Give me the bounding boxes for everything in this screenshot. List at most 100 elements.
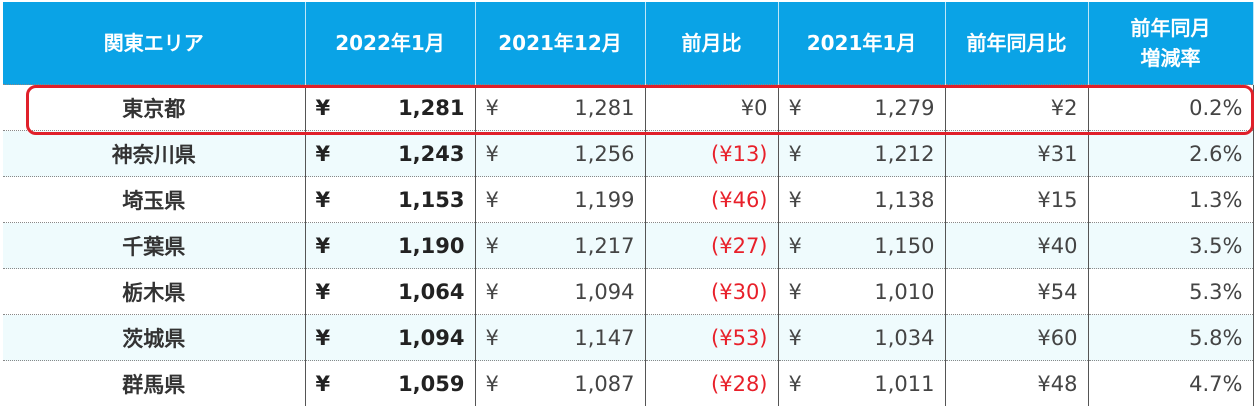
value-cell: ¥54 bbox=[945, 268, 1089, 315]
value-cell: 3.5% bbox=[1088, 222, 1254, 269]
currency: ¥ bbox=[788, 141, 802, 166]
value-cell: 5.8% bbox=[1088, 314, 1254, 361]
amount: 1,281 bbox=[398, 95, 465, 120]
amount: 1,212 bbox=[874, 141, 935, 166]
header-cell: 前月比 bbox=[645, 2, 779, 85]
region-cell: 栃木県 bbox=[3, 268, 306, 315]
amount-cell: ¥1,064 bbox=[305, 268, 476, 315]
header-cell: 前年同月比 bbox=[945, 2, 1089, 85]
table-row: 東京都 ¥1,281 ¥1,281 ¥0 ¥1,279 ¥2 0.2% bbox=[3, 84, 1254, 131]
header-cell: 前年同月 増減率 bbox=[1088, 2, 1254, 85]
currency: ¥ bbox=[315, 279, 331, 304]
value-cell: (¥28) bbox=[645, 360, 779, 406]
region-cell: 東京都 bbox=[3, 84, 306, 131]
amount: 1,199 bbox=[574, 187, 635, 212]
currency: ¥ bbox=[315, 95, 331, 120]
table-row: 埼玉県 ¥1,153 ¥1,199 (¥46) ¥1,138 ¥15 1.3% bbox=[3, 176, 1254, 223]
value-cell: 4.7% bbox=[1088, 360, 1254, 406]
value-cell: 1.3% bbox=[1088, 176, 1254, 223]
amount-cell: ¥1,256 bbox=[475, 130, 646, 177]
amount-cell: ¥1,087 bbox=[475, 360, 646, 406]
amount: 1,217 bbox=[574, 233, 635, 258]
value-cell: (¥27) bbox=[645, 222, 779, 269]
region-cell: 茨城県 bbox=[3, 314, 306, 361]
amount-cell: ¥1,199 bbox=[475, 176, 646, 223]
currency: ¥ bbox=[485, 233, 499, 258]
value-cell: (¥46) bbox=[645, 176, 779, 223]
amount-cell: ¥1,212 bbox=[778, 130, 946, 177]
currency: ¥ bbox=[788, 325, 802, 350]
table-row: 群馬県 ¥1,059 ¥1,087 (¥28) ¥1,011 ¥48 4.7% bbox=[3, 360, 1254, 406]
value-cell: ¥48 bbox=[945, 360, 1089, 406]
amount-cell: ¥1,094 bbox=[475, 268, 646, 315]
value-cell: 0.2% bbox=[1088, 84, 1254, 131]
amount-cell: ¥1,138 bbox=[778, 176, 946, 223]
currency: ¥ bbox=[788, 233, 802, 258]
table-row: 千葉県 ¥1,190 ¥1,217 (¥27) ¥1,150 ¥40 3.5% bbox=[3, 222, 1254, 269]
currency: ¥ bbox=[788, 279, 802, 304]
amount: 1,010 bbox=[874, 279, 935, 304]
currency: ¥ bbox=[788, 95, 802, 120]
amount: 1,064 bbox=[398, 279, 465, 304]
region-cell: 埼玉県 bbox=[3, 176, 306, 223]
amount-cell: ¥1,150 bbox=[778, 222, 946, 269]
currency: ¥ bbox=[315, 371, 331, 396]
amount-cell: ¥1,281 bbox=[305, 84, 476, 131]
header-cell: 2022年1月 bbox=[305, 2, 476, 85]
amount: 1,243 bbox=[398, 141, 465, 166]
value-cell: 2.6% bbox=[1088, 130, 1254, 177]
amount: 1,256 bbox=[574, 141, 635, 166]
amount: 1,281 bbox=[574, 95, 635, 120]
value-cell: 5.3% bbox=[1088, 268, 1254, 315]
value-cell: ¥2 bbox=[945, 84, 1089, 131]
amount-cell: ¥1,059 bbox=[305, 360, 476, 406]
amount: 1,094 bbox=[574, 279, 635, 304]
amount: 1,153 bbox=[398, 187, 465, 212]
currency: ¥ bbox=[485, 95, 499, 120]
header-line: 前年同月 bbox=[1130, 16, 1211, 40]
currency: ¥ bbox=[485, 371, 499, 396]
currency: ¥ bbox=[485, 279, 499, 304]
table-row: 茨城県 ¥1,094 ¥1,147 (¥53) ¥1,034 ¥60 5.8% bbox=[3, 314, 1254, 361]
table-row: 栃木県 ¥1,064 ¥1,094 (¥30) ¥1,010 ¥54 5.3% bbox=[3, 268, 1254, 315]
table-row: 神奈川県 ¥1,243 ¥1,256 (¥13) ¥1,212 ¥31 2.6% bbox=[3, 130, 1254, 177]
region-cell: 千葉県 bbox=[3, 222, 306, 269]
currency: ¥ bbox=[788, 187, 802, 212]
amount: 1,034 bbox=[874, 325, 935, 350]
amount: 1,087 bbox=[574, 371, 635, 396]
amount-cell: ¥1,279 bbox=[778, 84, 946, 131]
currency: ¥ bbox=[315, 141, 331, 166]
region-cell: 神奈川県 bbox=[3, 130, 306, 177]
amount-cell: ¥1,243 bbox=[305, 130, 476, 177]
amount-cell: ¥1,153 bbox=[305, 176, 476, 223]
amount-cell: ¥1,217 bbox=[475, 222, 646, 269]
region-cell: 群馬県 bbox=[3, 360, 306, 406]
value-cell: (¥53) bbox=[645, 314, 779, 361]
value-cell: ¥60 bbox=[945, 314, 1089, 361]
amount-cell: ¥1,034 bbox=[778, 314, 946, 361]
currency: ¥ bbox=[485, 187, 499, 212]
amount: 1,138 bbox=[874, 187, 935, 212]
currency: ¥ bbox=[788, 371, 802, 396]
value-cell: (¥30) bbox=[645, 268, 779, 315]
value-cell: ¥40 bbox=[945, 222, 1089, 269]
header-cell: 2021年12月 bbox=[475, 2, 646, 85]
value-cell: (¥13) bbox=[645, 130, 779, 177]
amount: 1,279 bbox=[874, 95, 935, 120]
amount: 1,059 bbox=[398, 371, 465, 396]
amount-cell: ¥1,281 bbox=[475, 84, 646, 131]
header-cell: 2021年1月 bbox=[778, 2, 946, 85]
value-cell: ¥0 bbox=[645, 84, 779, 131]
amount: 1,190 bbox=[398, 233, 465, 258]
price-table: 関東エリア 2022年1月 2021年12月 前月比 2021年1月 前年同月比 前年同月増… bbox=[3, 2, 1254, 406]
header-line: 増減率 bbox=[1140, 46, 1201, 70]
amount-cell: ¥1,010 bbox=[778, 268, 946, 315]
currency: ¥ bbox=[485, 325, 499, 350]
amount: 1,147 bbox=[574, 325, 635, 350]
amount-cell: ¥1,190 bbox=[305, 222, 476, 269]
currency: ¥ bbox=[315, 325, 331, 350]
amount-cell: ¥1,094 bbox=[305, 314, 476, 361]
amount: 1,094 bbox=[398, 325, 465, 350]
value-cell: ¥15 bbox=[945, 176, 1089, 223]
